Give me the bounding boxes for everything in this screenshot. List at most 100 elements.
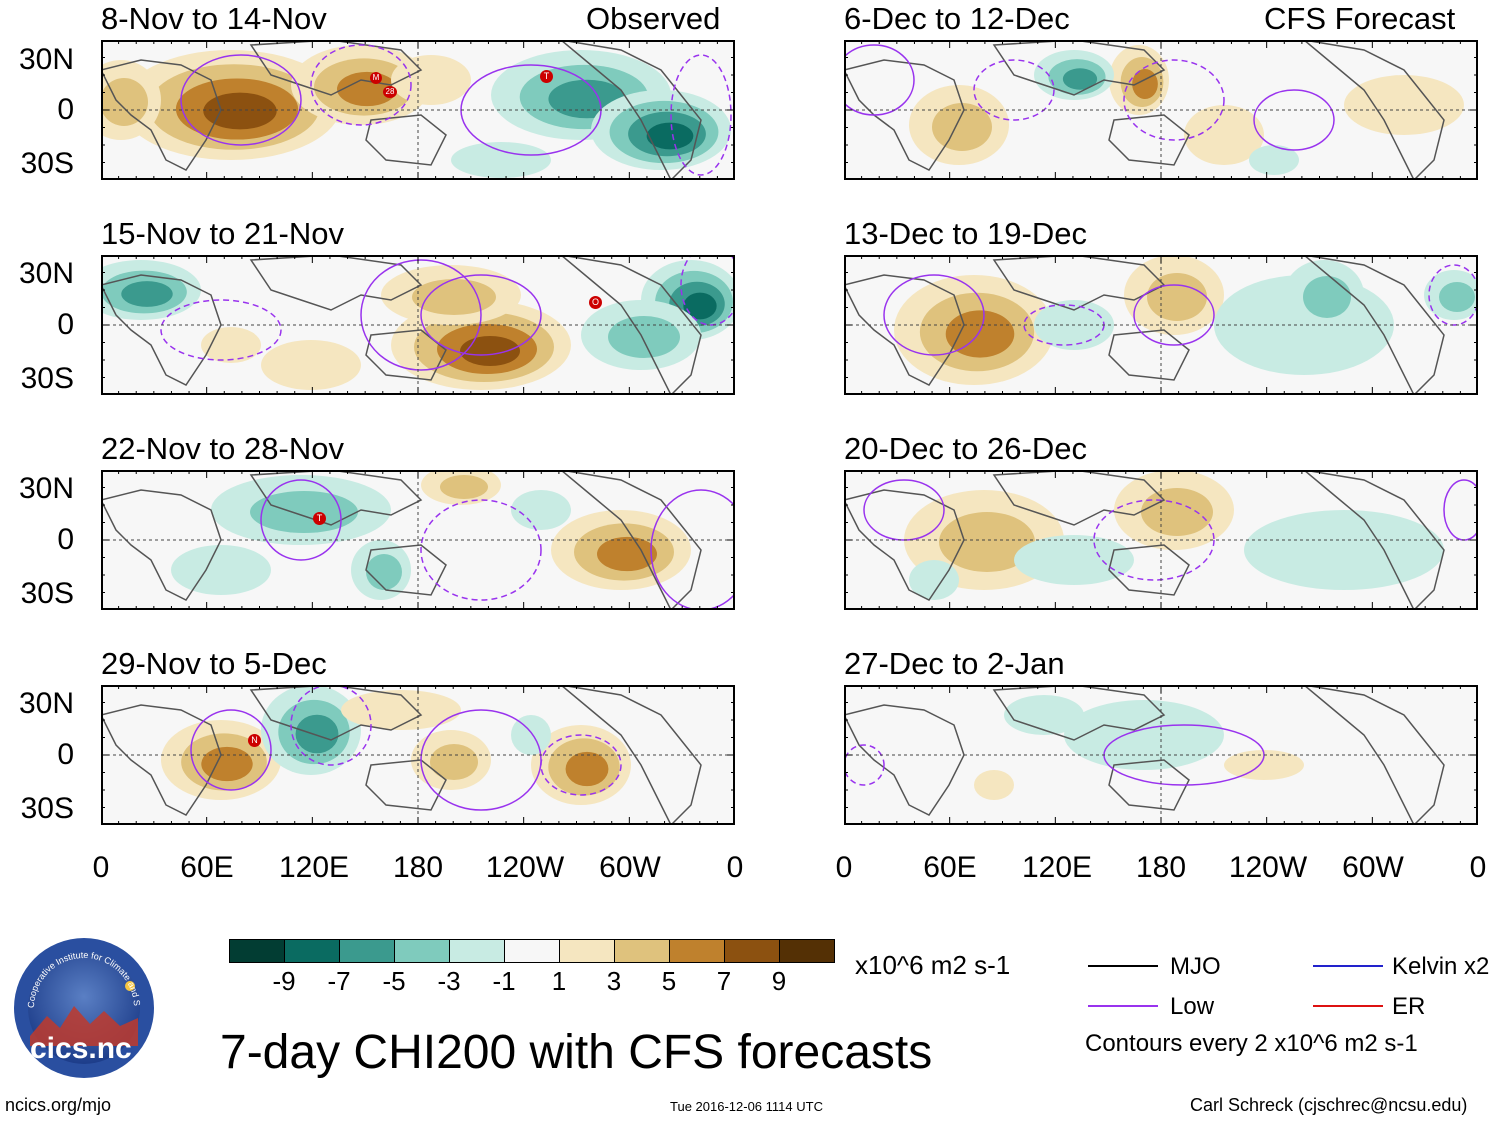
coastline <box>992 685 1166 741</box>
legend-low: Low <box>1170 993 1215 1020</box>
ytick-30n: 30N <box>18 257 74 290</box>
anomaly-negative <box>909 560 959 600</box>
colorbar-cell <box>615 940 670 962</box>
anomaly-positive <box>939 512 1035 572</box>
coastline <box>1302 685 1445 825</box>
ytick-30n: 30N <box>18 43 74 76</box>
ytick-30s: 30S <box>20 147 74 180</box>
coastline <box>101 274 222 386</box>
legend-swatch-low <box>1088 1005 1158 1007</box>
ytick-0: 0 <box>57 93 74 126</box>
colorbar-cell <box>725 940 780 962</box>
cics-logo: Cooperative Institute for Climate and Sa… <box>9 928 157 1081</box>
anomaly-negative <box>511 715 551 755</box>
xtick: 60E <box>923 851 977 884</box>
anomaly-negative <box>1303 276 1351 318</box>
colorbar-label: 7 <box>716 966 732 996</box>
ytick-0: 0 <box>57 523 74 556</box>
low-contour <box>650 489 735 610</box>
xtick: 0 <box>92 851 110 884</box>
xtick: 120W <box>1228 851 1308 884</box>
coastline <box>992 255 1166 311</box>
low-contour <box>670 54 732 176</box>
coastline <box>1302 470 1445 610</box>
panel-title-fc-1: 6-Dec to 12-Dec <box>844 1 1070 36</box>
low-contour <box>420 274 542 356</box>
coastline <box>559 685 702 825</box>
xtick: 60E <box>180 851 234 884</box>
low-contour <box>290 685 372 766</box>
colorbar-cell <box>505 940 560 962</box>
colorbar <box>229 939 835 963</box>
xtick: 60W <box>599 851 661 884</box>
low-contour <box>1123 59 1225 141</box>
colorbar-cell <box>285 940 340 962</box>
anomaly-positive <box>974 770 1014 800</box>
coastline <box>101 59 222 171</box>
map-frame <box>101 685 735 825</box>
anomaly-negative <box>646 122 694 150</box>
ytick-0: 0 <box>57 308 74 341</box>
legend-kelvin: Kelvin x2 <box>1392 953 1490 980</box>
coastline <box>1108 329 1190 381</box>
coastline <box>101 489 222 601</box>
anomaly-positive <box>412 279 496 315</box>
panel-title-obs-2: 15-Nov to 21-Nov <box>101 216 344 251</box>
colorbar-label: -3 <box>437 966 461 996</box>
colorbar-cell <box>560 940 615 962</box>
colorbar-label: -1 <box>492 966 516 996</box>
low-contour <box>160 299 282 361</box>
low-contour <box>540 734 622 796</box>
xtick: 180 <box>1135 851 1187 884</box>
panel-title-fc-2: 13-Dec to 19-Dec <box>844 216 1087 251</box>
low-contour <box>1253 89 1335 151</box>
coastline <box>844 59 965 171</box>
map-frame <box>101 470 735 610</box>
anomaly-negative <box>608 316 680 358</box>
anomaly-positive <box>460 336 520 366</box>
storm-marker: N <box>248 734 261 747</box>
colorbar-cell <box>340 940 395 962</box>
colorbar-label: -5 <box>382 966 406 996</box>
colorbar-cell <box>450 940 505 962</box>
colorbar-label: -9 <box>272 966 296 996</box>
coastline <box>844 274 965 386</box>
low-contour <box>360 259 482 371</box>
low-contour <box>1428 264 1478 326</box>
legend-mjo: MJO <box>1170 953 1221 980</box>
anomaly-positive <box>1147 273 1207 321</box>
colorbar-cell <box>230 940 285 962</box>
coastline <box>101 704 222 816</box>
anomaly-positive <box>261 340 361 390</box>
coastline <box>992 40 1166 96</box>
low-contour <box>1093 499 1215 581</box>
ytick-30n: 30N <box>18 687 74 720</box>
anomaly-negative <box>451 142 551 178</box>
coastline <box>249 470 423 526</box>
coastline <box>992 470 1166 526</box>
anomaly-positive <box>565 751 609 787</box>
anomaly-positive <box>1344 75 1464 135</box>
anomaly-negative <box>366 554 402 590</box>
coastline <box>1302 255 1445 395</box>
anomaly-negative <box>1062 68 1098 90</box>
low-contour <box>190 709 272 791</box>
panel-title-obs-1: 8-Nov to 14-Nov <box>101 1 327 36</box>
main-title: 7-day CHI200 with CFS forecasts <box>220 1026 933 1079</box>
low-contour <box>680 255 735 326</box>
anomaly-negative <box>1244 510 1444 590</box>
coastline <box>1108 114 1190 166</box>
footer-right: Carl Schreck (cjschrec@ncsu.edu) <box>1190 1095 1468 1115</box>
low-contour <box>883 274 985 356</box>
low-contour <box>973 59 1055 121</box>
ytick-30n: 30N <box>18 472 74 505</box>
map-frame <box>844 255 1478 395</box>
coastline <box>365 544 447 596</box>
anomaly-negative <box>1014 535 1134 585</box>
anomaly-negative <box>1439 282 1475 312</box>
colorbar-label: -7 <box>327 966 351 996</box>
legend-swatch-er <box>1313 1005 1383 1007</box>
map-panel-obs-1 <box>101 40 735 180</box>
legend-contours-note: Contours every 2 x10^6 m2 s-1 <box>1085 1030 1418 1057</box>
anomaly-positive <box>101 78 148 126</box>
